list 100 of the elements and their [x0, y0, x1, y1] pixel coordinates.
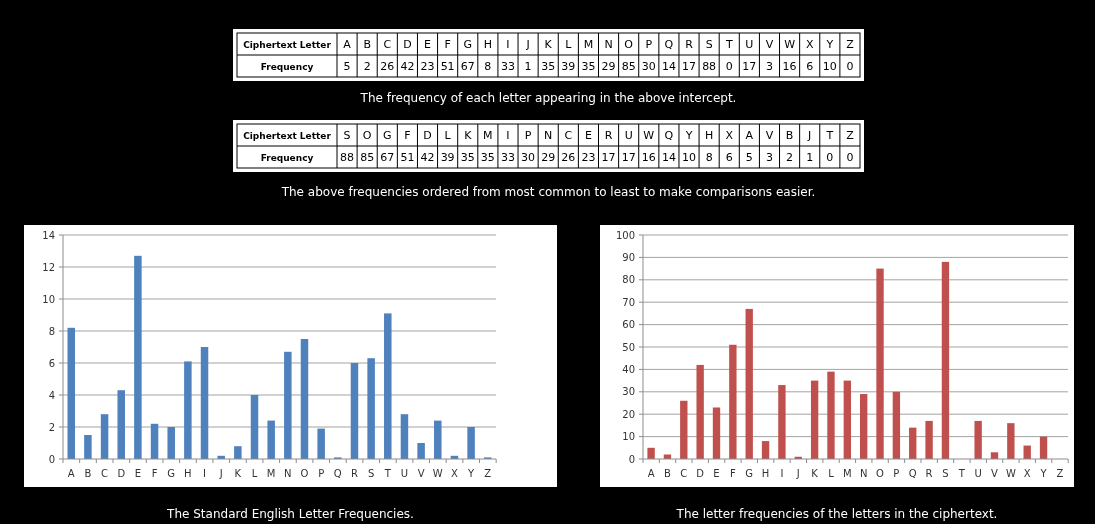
category-label: P [645, 38, 653, 51]
data-label: 16 [782, 60, 797, 73]
x-tick-label: B [664, 468, 672, 479]
category-label: M [483, 129, 493, 142]
category-label: H [704, 129, 714, 142]
x-tick-label: J [218, 468, 223, 479]
category-label: U [745, 38, 754, 51]
data-label: 1 [806, 151, 814, 164]
category-label: D [423, 129, 432, 142]
text: The letter frequencies of the letters in the ciphertext. [675, 507, 998, 521]
category-label: R [604, 129, 613, 142]
data-label: 67 [460, 60, 475, 73]
y-tick-label: 50 [622, 341, 635, 353]
data-label: 51 [400, 151, 415, 164]
x-tick-label: A [67, 468, 75, 479]
x-tick-label: A [647, 468, 655, 479]
x-tick-label: R [925, 468, 933, 479]
x-tick-label: O [300, 468, 309, 479]
x-tick-label: F [151, 468, 158, 479]
y-tick-label: 70 [622, 296, 635, 308]
category-label: P [524, 129, 532, 142]
data-label: 85 [621, 60, 636, 73]
category-label: S [343, 129, 351, 142]
data-label: 33 [500, 151, 515, 164]
x-tick-label: S [367, 468, 375, 479]
x-tick-label: B [84, 468, 92, 479]
x-tick-label: P [893, 468, 900, 479]
category-label: K [544, 38, 553, 51]
x-tick-label: X [451, 468, 458, 479]
x-tick-label: Q [333, 468, 342, 479]
x-tick-label: M [843, 468, 852, 479]
x-tick-label: R [350, 468, 358, 479]
x-tick-label: W [432, 468, 443, 479]
category-label: G [383, 129, 392, 142]
category-label: O [362, 129, 372, 142]
x-tick-label: W [1005, 468, 1016, 479]
x-tick-label: I [780, 468, 784, 479]
category-label: F [404, 129, 411, 142]
category-label: L [444, 129, 452, 142]
x-tick-label: V [991, 468, 999, 479]
x-tick-label: K [811, 468, 819, 479]
data-label: 26 [380, 60, 395, 73]
category-label: R [685, 38, 694, 51]
category-label: F [444, 38, 451, 51]
category-label: Y [684, 129, 693, 142]
y-tick-label: 10 [622, 431, 635, 443]
data-label: 14 [661, 60, 676, 73]
x-tick-label: Y [467, 468, 476, 479]
data-label: 29 [541, 151, 556, 164]
category-label: T [724, 38, 733, 51]
data-label: 16 [641, 151, 656, 164]
x-tick-label: X [1023, 468, 1031, 479]
x-tick-label: P [318, 468, 325, 479]
x-tick-label: V [417, 468, 425, 479]
x-tick-label: F [729, 468, 736, 479]
data-label: 29 [601, 60, 616, 73]
text: The Standard English Letter Frequencies. [166, 507, 414, 521]
category-label: W [643, 129, 655, 142]
text: Ciphertext Letter [243, 130, 332, 141]
x-tick-label: I [203, 468, 207, 479]
data-label: 35 [480, 151, 495, 164]
data-label: 0 [846, 60, 854, 73]
x-tick-label: G [167, 468, 176, 479]
category-label: X [805, 38, 814, 51]
category-label: L [565, 38, 573, 51]
y-tick-label: 30 [622, 386, 635, 398]
category-label: A [745, 129, 754, 142]
y-tick-label: 60 [622, 319, 635, 331]
x-tick-label: Q [908, 468, 917, 479]
y-tick-label: 8 [48, 325, 55, 337]
x-tick-label: U [974, 468, 982, 479]
y-tick-label: 90 [622, 251, 635, 263]
x-tick-label: L [828, 468, 835, 479]
data-label: 3 [765, 151, 773, 164]
data-label: 1 [524, 60, 532, 73]
data-label: 3 [765, 60, 773, 73]
category-label: X [725, 129, 734, 142]
y-tick-label: 40 [622, 363, 635, 375]
category-label: C [564, 129, 573, 142]
category-label: E [584, 129, 592, 142]
data-label: 88 [340, 151, 355, 164]
category-label: V [765, 38, 774, 51]
data-label: 26 [561, 151, 576, 164]
category-label: J [807, 129, 812, 142]
y-tick-label: 10 [42, 293, 55, 305]
category-label: E [424, 38, 432, 51]
x-tick-label: U [400, 468, 409, 479]
data-label: 39 [440, 151, 455, 164]
category-label: I [506, 38, 510, 51]
y-tick-label: 80 [622, 274, 635, 286]
category-label: M [583, 38, 594, 51]
category-label: T [825, 129, 834, 142]
y-tick-label: 12 [42, 261, 55, 273]
x-tick-label: Y [1039, 468, 1048, 479]
data-label: 10 [682, 151, 697, 164]
data-label: 39 [561, 60, 576, 73]
x-tick-label: C [101, 468, 109, 479]
x-tick-label: O [876, 468, 885, 479]
text: Frequency [260, 152, 314, 163]
data-label: 17 [621, 151, 636, 164]
